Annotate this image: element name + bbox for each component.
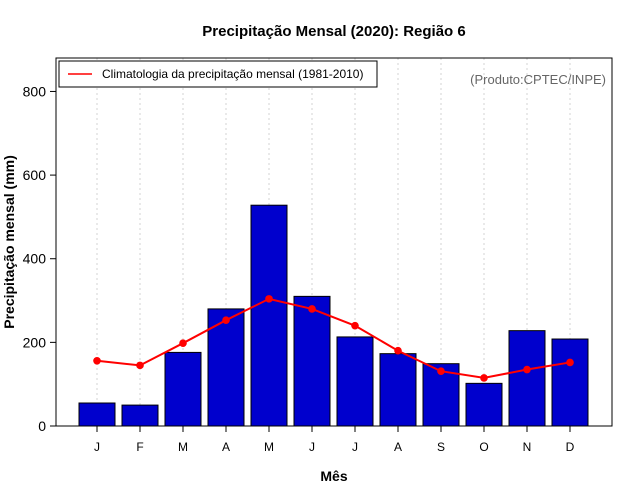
x-tick-label-11: N [523, 440, 532, 454]
x-tick-label-12: D [566, 440, 575, 454]
y-axis-label: Precipitação mensal (mm) [1, 155, 17, 329]
y-tick-label-0: 0 [38, 418, 46, 434]
climatology-point-4 [222, 316, 230, 325]
bar-10 [465, 382, 503, 427]
legend: Climatologia da precipitação mensal (198… [58, 60, 378, 88]
y-tick-label-600: 600 [23, 167, 47, 183]
bar-layer [78, 204, 589, 427]
climatology-point-12 [566, 358, 574, 367]
bar-12 [551, 338, 589, 427]
bar-3 [164, 351, 202, 427]
bar-4 [207, 308, 245, 427]
bar-2 [121, 404, 159, 427]
x-tick-label-1: J [94, 440, 100, 454]
bar-6 [293, 295, 331, 427]
y-axis: 0 200 400 600 800 [23, 83, 57, 434]
y-tick-label-200: 200 [23, 334, 47, 350]
bar-7 [336, 336, 374, 427]
x-axis-label: Mês [320, 468, 347, 484]
climatology-point-3 [179, 339, 187, 348]
legend-label: Climatologia da precipitação mensal (198… [102, 67, 363, 81]
x-tick-label-7: J [352, 440, 358, 454]
x-tick-label-10: O [479, 440, 488, 454]
climatology-point-6 [308, 305, 316, 313]
y-tick-label-800: 800 [23, 83, 47, 99]
bar-8 [379, 353, 417, 427]
climatology-point-7 [351, 321, 359, 330]
x-tick-label-2: F [136, 440, 143, 454]
climatology-line-layer [93, 295, 574, 382]
chart-title: Precipitação Mensal (2020): Região 6 [202, 23, 465, 40]
x-tick-label-5: M [264, 440, 274, 454]
bar-5 [250, 204, 288, 427]
credit-text: (Produto:CPTEC/INPE) [470, 72, 606, 87]
x-tick-label-9: S [437, 440, 445, 454]
x-tick-label-4: A [222, 440, 230, 454]
legend-box [58, 60, 378, 88]
x-tick-label-8: A [394, 440, 402, 454]
x-tick-label-3: M [178, 440, 188, 454]
climatology-point-2 [136, 361, 144, 370]
climatology-point-9 [437, 367, 445, 376]
climatology-point-10 [480, 374, 488, 382]
x-tick-label-6: J [309, 440, 315, 454]
bar-1 [78, 402, 116, 427]
climatology-line [96, 297, 571, 379]
climatology-point-5 [265, 295, 273, 303]
bar-11 [508, 330, 546, 427]
climatology-point-1 [93, 356, 101, 365]
climatology-point-11 [523, 365, 531, 374]
climatology-point-8 [394, 346, 402, 355]
y-tick-label-400: 400 [23, 251, 47, 267]
